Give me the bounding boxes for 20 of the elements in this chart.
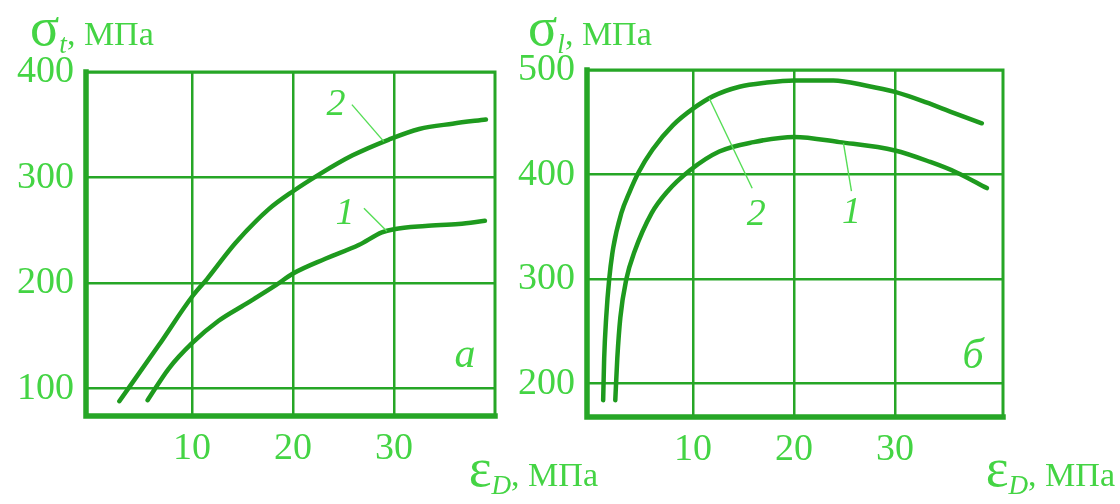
y-tick-label: 200	[17, 259, 74, 302]
y-tick-label: 400	[518, 150, 575, 193]
x-tick-label: 10	[674, 425, 713, 468]
y-tick-label: 300	[17, 153, 74, 196]
annotation: 1	[841, 189, 861, 232]
y-tick-label: 300	[518, 255, 575, 298]
x-tick-label: 30	[375, 424, 414, 467]
x-tick-label: 30	[875, 425, 914, 468]
y-tick-label: 200	[518, 359, 575, 402]
annotation: 2	[326, 80, 346, 123]
x-tick-label: 20	[274, 424, 313, 467]
annotation: б	[962, 331, 986, 378]
x-tick-label: 20	[774, 425, 813, 468]
annotation: 1	[335, 190, 355, 233]
x-tick-label: 10	[173, 424, 212, 467]
x-axis-title: ε$_{D}$, МПа	[985, 438, 1115, 500]
annotation: а	[454, 330, 476, 377]
x-axis-title: ε$_{D}$, МПа	[468, 438, 598, 500]
y-tick-label: 100	[17, 364, 74, 407]
annotation: 2	[746, 191, 766, 234]
